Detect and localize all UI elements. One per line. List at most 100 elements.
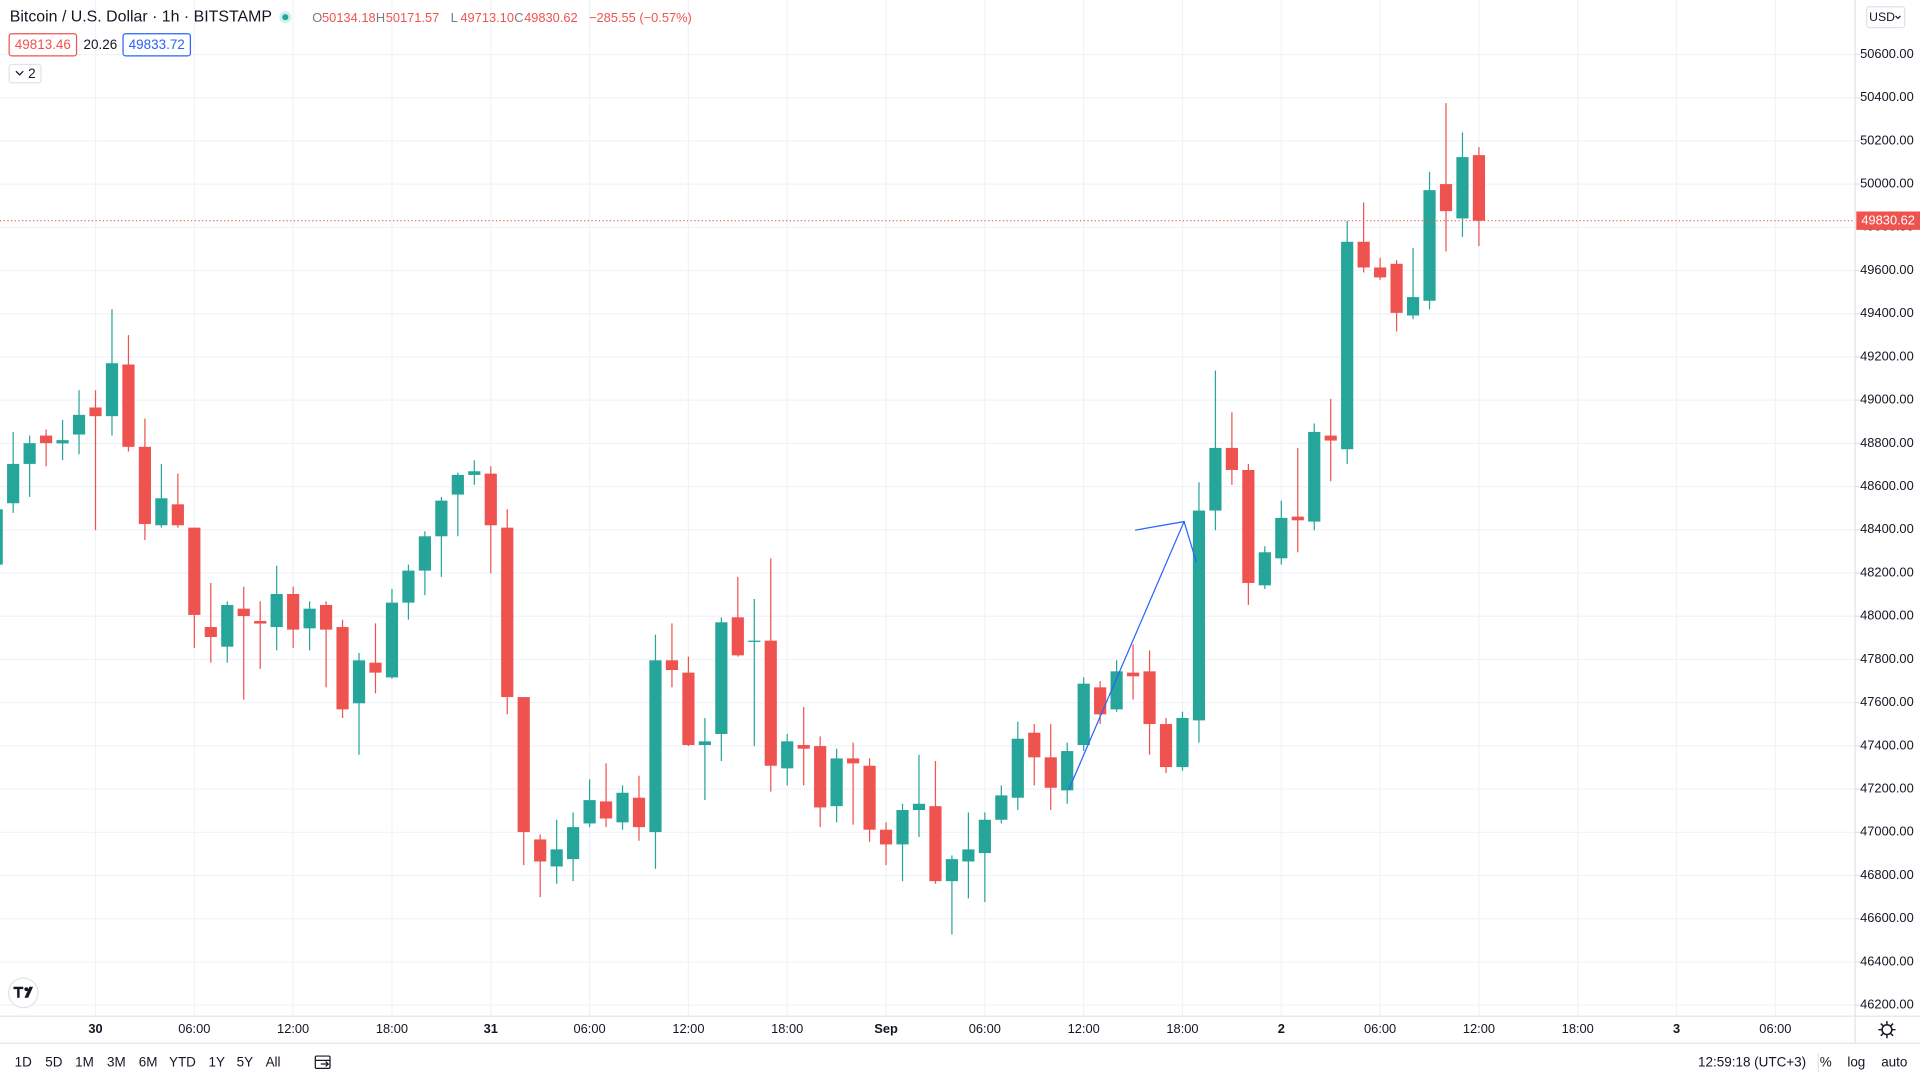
candle-body xyxy=(122,364,135,447)
x-tick-label: 12:00 xyxy=(277,1021,309,1036)
indicators-toggle[interactable] xyxy=(8,63,42,84)
candle-body xyxy=(484,473,497,526)
candle-body xyxy=(1044,757,1057,788)
range-button[interactable]: All xyxy=(266,1054,281,1069)
candle-body xyxy=(1110,671,1123,710)
logo-glyph xyxy=(13,986,24,998)
goto-date-button[interactable] xyxy=(314,1055,331,1069)
candle-body xyxy=(1192,510,1206,721)
drawing-line[interactable] xyxy=(1183,521,1197,563)
x-tick-label: 12:00 xyxy=(1068,1021,1100,1036)
candle-body xyxy=(1225,447,1238,470)
range-button[interactable]: 1M xyxy=(75,1054,94,1069)
x-tick-label: 06:00 xyxy=(1759,1021,1791,1036)
candle-body xyxy=(945,859,959,882)
spread: 20.26 xyxy=(84,37,118,52)
y-tick-label: 46400.00 xyxy=(1860,953,1914,968)
candle-body xyxy=(929,806,942,882)
range-button[interactable]: YTD xyxy=(169,1054,196,1069)
candle-body xyxy=(56,440,69,444)
candle-body xyxy=(155,498,168,526)
candle-body xyxy=(698,741,711,746)
logo-glyph xyxy=(24,987,29,992)
candle-body xyxy=(1159,724,1173,768)
legend-key: L xyxy=(451,10,458,25)
candle-body xyxy=(1423,190,1436,301)
range-button[interactable]: 1Y xyxy=(209,1054,225,1069)
candle-body xyxy=(204,627,217,637)
drawing-line[interactable] xyxy=(1068,520,1186,790)
x-tick-label: 3 xyxy=(1673,1021,1680,1036)
currency-button[interactable] xyxy=(1866,6,1906,29)
scale-option[interactable]: log xyxy=(1847,1054,1865,1069)
candle-body xyxy=(336,627,349,710)
candle-body xyxy=(962,849,975,862)
y-tick-label: 47600.00 xyxy=(1860,694,1914,709)
x-tick-label: 06:00 xyxy=(178,1021,210,1036)
y-tick-label: 48400.00 xyxy=(1860,521,1914,536)
y-tick-label: 48000.00 xyxy=(1860,608,1914,623)
x-tick-label: 18:00 xyxy=(376,1021,408,1036)
range-button[interactable]: 5Y xyxy=(237,1054,253,1069)
scale-option[interactable]: % xyxy=(1820,1054,1832,1069)
candle-body xyxy=(1143,671,1156,725)
last-price-label: 49830.62 xyxy=(1861,213,1915,228)
range-button[interactable]: 6M xyxy=(139,1054,158,1069)
range-button[interactable]: 5D xyxy=(45,1054,62,1069)
logo-glyph xyxy=(24,986,34,998)
candle-body xyxy=(649,660,662,833)
candle-body xyxy=(1126,672,1140,677)
settings-button[interactable] xyxy=(1878,1021,1896,1039)
candle-body xyxy=(912,803,926,811)
candle-body xyxy=(567,827,580,860)
candle-body xyxy=(1439,184,1453,212)
candle-body xyxy=(468,471,481,475)
candle-body xyxy=(1357,241,1370,268)
candle-body xyxy=(583,800,596,824)
candle-body xyxy=(171,504,184,526)
y-tick-label: 49000.00 xyxy=(1860,392,1914,407)
y-tick-label: 48800.00 xyxy=(1860,435,1914,450)
status-dot xyxy=(282,14,289,21)
legend-key: O xyxy=(312,10,322,25)
y-tick-label: 47000.00 xyxy=(1860,824,1914,839)
gear-icon xyxy=(1878,1021,1896,1039)
x-tick-label: 18:00 xyxy=(771,1021,803,1036)
candle-body xyxy=(1374,267,1387,278)
chevron-icon xyxy=(1895,15,1901,20)
x-tick-label: 18:00 xyxy=(1166,1021,1198,1036)
y-tick-label: 49600.00 xyxy=(1860,262,1914,277)
bid-box[interactable] xyxy=(8,33,78,57)
currency-label: USD xyxy=(1869,10,1895,24)
y-tick-label: 49200.00 xyxy=(1860,348,1914,363)
candle-body xyxy=(1275,517,1288,559)
x-tick-label: 18:00 xyxy=(1562,1021,1594,1036)
ask-box[interactable] xyxy=(122,33,192,57)
candle-body xyxy=(534,839,547,862)
candle-body xyxy=(105,363,119,417)
scale-option[interactable]: auto xyxy=(1881,1054,1907,1069)
legend-value: 49713.10 xyxy=(460,10,514,25)
candle-body xyxy=(303,608,316,629)
candle-body xyxy=(385,602,399,678)
candle-body xyxy=(665,660,679,671)
logo[interactable] xyxy=(7,977,39,1009)
candle-body xyxy=(1094,687,1107,715)
candle-body xyxy=(418,536,431,571)
candle-body xyxy=(1011,738,1024,798)
grid-layer xyxy=(0,0,1856,1017)
y-tick-label: 47400.00 xyxy=(1860,737,1914,752)
range-button[interactable]: 1D xyxy=(15,1054,32,1069)
candle-body xyxy=(254,620,267,624)
x-tick-label: 12:00 xyxy=(672,1021,704,1036)
range-button[interactable]: 3M xyxy=(107,1054,126,1069)
x-tick-label: 2 xyxy=(1278,1021,1285,1036)
y-tick-label: 46800.00 xyxy=(1860,867,1914,882)
candle-body xyxy=(23,443,36,464)
ask-price: 49833.72 xyxy=(129,37,185,52)
candle-body xyxy=(896,810,909,845)
x-tick-label: 06:00 xyxy=(574,1021,606,1036)
y-tick-label: 49400.00 xyxy=(1860,305,1914,320)
